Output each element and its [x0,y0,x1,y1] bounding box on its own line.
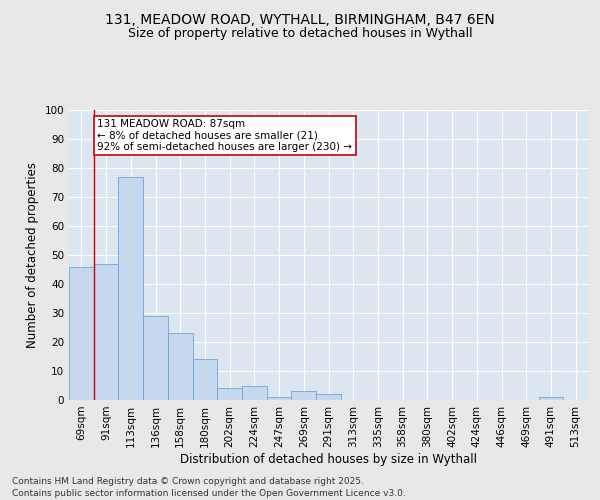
Bar [217,388,242,400]
Bar [193,360,217,400]
Text: 131 MEADOW ROAD: 87sqm
← 8% of detached houses are smaller (21)
92% of semi-deta: 131 MEADOW ROAD: 87sqm ← 8% of detached … [97,118,352,152]
Bar [168,334,193,400]
Bar [242,386,267,400]
X-axis label: Distribution of detached houses by size in Wythall: Distribution of detached houses by size … [180,452,477,466]
Bar [118,176,143,400]
Text: 131, MEADOW ROAD, WYTHALL, BIRMINGHAM, B47 6EN: 131, MEADOW ROAD, WYTHALL, BIRMINGHAM, B… [105,12,495,26]
Bar [94,264,118,400]
Y-axis label: Number of detached properties: Number of detached properties [26,162,39,348]
Text: Contains HM Land Registry data © Crown copyright and database right 2025.
Contai: Contains HM Land Registry data © Crown c… [12,476,406,498]
Bar [316,394,341,400]
Text: Size of property relative to detached houses in Wythall: Size of property relative to detached ho… [128,28,472,40]
Bar [267,397,292,400]
Bar [69,266,94,400]
Bar [539,397,563,400]
Bar [292,392,316,400]
Bar [143,316,168,400]
